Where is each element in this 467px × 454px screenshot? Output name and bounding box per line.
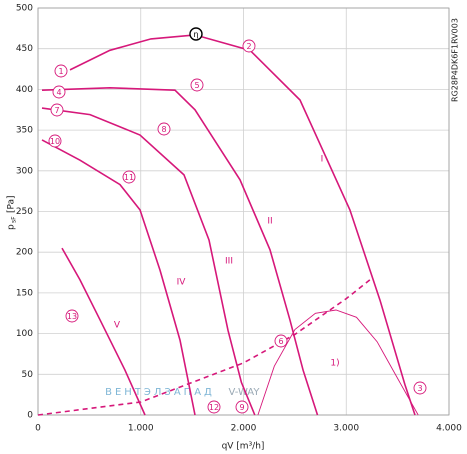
x-tick-label: 3.000 (333, 424, 359, 434)
y-tick-label: 0 (27, 411, 33, 421)
marker-label: 7 (54, 106, 59, 115)
marker-circle (52, 85, 66, 99)
marker-circle (242, 39, 256, 53)
marker-label: 13 (67, 312, 77, 321)
x-tick-label: 0 (35, 424, 41, 434)
curve (41, 86, 319, 416)
y-tick-label: 400 (16, 85, 33, 95)
marker-circle (65, 309, 79, 323)
x-tick-label: 4.000 (436, 424, 462, 434)
x-axis-title: qV [m³/h] (222, 442, 265, 452)
marker-circle (190, 78, 204, 92)
curve-label: 1) (330, 359, 339, 369)
plot-frame (37, 7, 450, 416)
curve (41, 107, 256, 416)
marker-label: η (193, 30, 198, 39)
y-axis-title: p sF [Pa] (7, 195, 18, 230)
curve-label: I (321, 155, 324, 165)
marker-circle (207, 400, 221, 414)
marker-circle (157, 122, 171, 136)
marker-label: 5 (194, 81, 199, 90)
marker-label: 11 (124, 173, 134, 182)
curve-label: II (267, 217, 272, 227)
y-tick-label: 150 (16, 288, 33, 298)
marker-circle (122, 170, 136, 184)
y-tick-label: 200 (16, 248, 33, 258)
watermark: V-WAY (229, 387, 261, 398)
y-tick-label: 250 (16, 207, 33, 217)
x-tick-label: 2.000 (231, 424, 257, 434)
y-axis-title-unit: [Pa] (7, 195, 17, 213)
y-axis-title-sub: sF (11, 216, 18, 223)
x-tick-label: 1.000 (128, 424, 154, 434)
curve (257, 309, 419, 416)
marker-label: 9 (239, 403, 244, 412)
marker-circle (189, 27, 203, 41)
marker-circle (50, 103, 64, 117)
curve (41, 139, 196, 416)
curve-label: V (114, 321, 121, 331)
y-tick-label: 450 (16, 44, 33, 54)
marker-circle (54, 64, 68, 78)
marker-circle (48, 134, 62, 148)
marker-label: 1 (58, 67, 63, 76)
marker-label: 3 (417, 384, 422, 393)
y-tick-label: 50 (22, 370, 34, 380)
curve-label: III (225, 257, 233, 267)
marker-label: 8 (161, 125, 166, 134)
y-tick-label: 500 (16, 4, 33, 14)
marker-label: 2 (246, 42, 251, 51)
y-axis-title-main: p (7, 224, 17, 230)
y-tick-label: 350 (16, 126, 33, 136)
y-tick-label: 100 (16, 329, 33, 339)
y-tick-label: 300 (16, 166, 33, 176)
marker-circle (235, 400, 249, 414)
marker-label: 10 (50, 137, 60, 146)
curve (61, 247, 146, 416)
marker-circle (413, 381, 427, 395)
curve-label: IV (177, 278, 187, 288)
marker-label: 12 (209, 403, 219, 412)
curve (69, 34, 416, 416)
watermark: ВЕНТЭЛЗАПАД (105, 387, 215, 398)
model-code: RG28P4DK6F1RV003 (451, 18, 460, 102)
marker-label: 4 (56, 88, 61, 97)
marker-label: 6 (278, 337, 283, 346)
marker-circle (274, 334, 288, 348)
